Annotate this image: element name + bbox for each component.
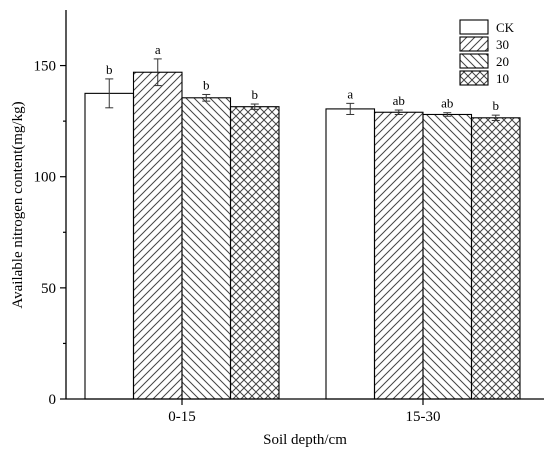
bar-30-0-15 xyxy=(132,71,183,400)
legend-swatch-20 xyxy=(459,53,489,69)
significance-letter: ab xyxy=(393,93,405,108)
bar-10-15-30 xyxy=(470,117,521,400)
y-tick-label: 50 xyxy=(41,281,56,297)
significance-letter: b xyxy=(106,62,113,77)
bar-CK-15-30 xyxy=(325,108,376,400)
significance-letter: b xyxy=(203,77,210,92)
y-tick-label: 0 xyxy=(49,392,57,408)
x-axis-ticks: 0-15 15-30 xyxy=(168,399,441,425)
significance-letter: a xyxy=(347,86,353,101)
significance-letter: b xyxy=(252,87,259,102)
legend-label: 10 xyxy=(496,71,509,86)
significance-letter: b xyxy=(493,98,500,113)
legend-label: CK xyxy=(496,20,515,35)
bar-20-0-15 xyxy=(181,97,232,400)
bar-20-15-30 xyxy=(422,113,473,400)
y-axis-label: Available nitrogen content(mg/kg) xyxy=(10,101,26,308)
y-tick-label: 100 xyxy=(34,170,57,186)
y-axis-ticks: 0 50 100 150 xyxy=(34,59,66,408)
legend-swatch-CK xyxy=(459,19,489,35)
y-tick-label: 150 xyxy=(34,59,57,75)
x-axis-label: Soil depth/cm xyxy=(263,432,347,448)
legend: CK 30 20 10 xyxy=(459,19,515,86)
bar-30-15-30 xyxy=(373,111,424,400)
x-tick-label: 15-30 xyxy=(406,409,441,425)
x-tick-label: 0-15 xyxy=(168,409,196,425)
significance-letter: a xyxy=(155,42,161,57)
bar-10-0-15 xyxy=(229,106,280,400)
bar-CK-0-15 xyxy=(84,92,135,400)
legend-swatch-10 xyxy=(459,70,489,86)
legend-label: 20 xyxy=(496,54,509,69)
significance-letter: ab xyxy=(441,96,453,111)
legend-label: 30 xyxy=(496,37,509,52)
legend-swatch-30 xyxy=(459,36,489,52)
